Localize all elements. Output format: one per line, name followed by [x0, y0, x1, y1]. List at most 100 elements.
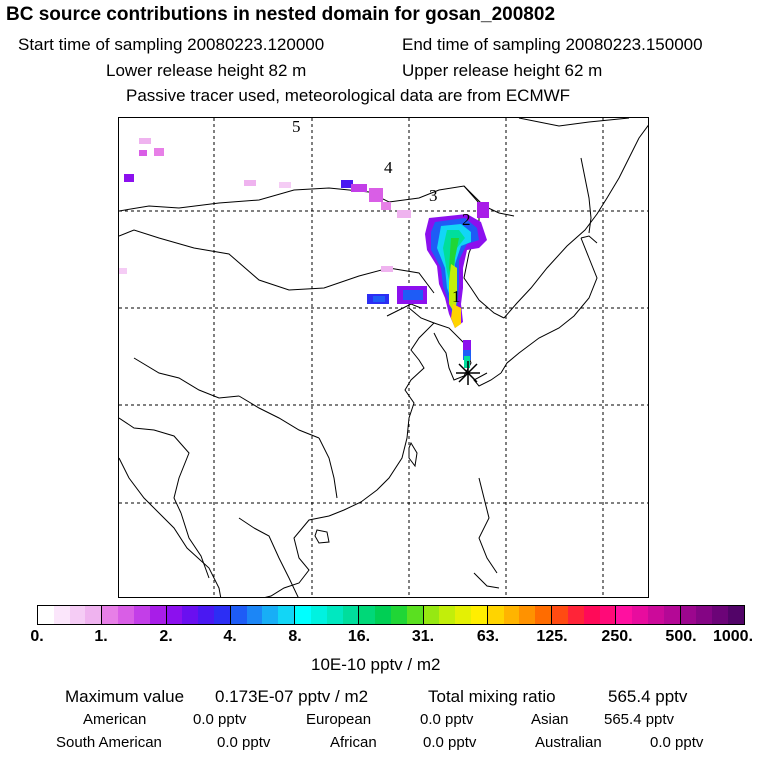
- lat-lon-grid: [119, 118, 648, 597]
- colorbar-swatch: [310, 606, 327, 624]
- region-value: 0.0 pptv: [423, 734, 477, 751]
- colorbar-swatch: [342, 606, 359, 624]
- colorbar-segment: [552, 606, 617, 624]
- trajectory-labels: 1 2 3 4 5: [292, 118, 471, 306]
- colorbar-swatch: [166, 606, 183, 624]
- colorbar-swatch: [680, 606, 697, 624]
- region-name: Asian: [531, 711, 569, 728]
- end-time: End time of sampling 20080223.150000: [402, 35, 703, 54]
- colorbar-tick-3: 4.: [223, 628, 237, 645]
- colorbar-segment: [102, 606, 167, 624]
- star-icon: [456, 361, 480, 385]
- colorbar-tick-2: 2.: [159, 628, 173, 645]
- region-value: 0.0 pptv: [650, 734, 704, 751]
- colorbar-tick-9: 250.: [601, 628, 633, 645]
- region-value: 565.4 pptv: [604, 711, 675, 728]
- colorbar-swatch: [133, 606, 150, 624]
- colorbar-swatch: [552, 606, 568, 624]
- colorbar-segment: [616, 606, 681, 624]
- colorbar-swatch: [455, 606, 472, 624]
- colorbar-tick-1: 1.: [94, 628, 108, 645]
- colorbar-segment: [38, 606, 103, 624]
- colorbar-segment: [359, 606, 424, 624]
- tracer-note: Passive tracer used, meteorological data…: [126, 86, 571, 105]
- colorbar-tick-10: 500.: [665, 628, 697, 645]
- colorbar-swatch: [696, 606, 713, 624]
- region-value: 0.0 pptv: [217, 734, 271, 751]
- colorbar-unit: 10E-10 pptv / m2: [311, 655, 441, 674]
- region-name: African: [330, 734, 377, 751]
- source-contribution-plume: [119, 138, 489, 368]
- colorbar-swatch: [599, 606, 616, 624]
- colorbar-swatch: [519, 606, 536, 624]
- colorbar-swatch: [632, 606, 649, 624]
- colorbar-swatch: [182, 606, 199, 624]
- colorbar-swatch: [326, 606, 343, 624]
- colorbar-segment: [295, 606, 360, 624]
- colorbar-tick-7: 63.: [476, 628, 500, 645]
- colorbar-segment: [680, 606, 744, 624]
- colorbar-swatch: [278, 606, 295, 624]
- colorbar-segment: [487, 606, 553, 624]
- colorbar-swatch: [390, 606, 407, 624]
- colorbar-swatch: [487, 606, 504, 624]
- colorbar-swatch: [262, 606, 279, 624]
- colorbar-swatch: [53, 606, 70, 624]
- region-name: Australian: [535, 734, 602, 751]
- region-name: European: [306, 711, 372, 728]
- trajectory-label-2: 2: [462, 210, 471, 229]
- colorbar: [37, 605, 745, 625]
- colorbar-swatch: [728, 606, 744, 624]
- map-canvas: 1 2 3 4 5: [119, 118, 648, 597]
- colorbar-swatch: [471, 606, 487, 624]
- colorbar-swatch: [535, 606, 552, 624]
- colorbar-swatch: [359, 606, 376, 624]
- colorbar-swatch: [648, 606, 664, 624]
- region-value: 0.0 pptv: [193, 711, 247, 728]
- lower-release-height: Lower release height 82 m: [106, 61, 307, 80]
- colorbar-swatch: [295, 606, 311, 624]
- trajectory-label-5: 5: [292, 118, 301, 136]
- upper-release-height: Upper release height 62 m: [402, 61, 603, 80]
- colorbar-swatch: [69, 606, 86, 624]
- map-title: BC source contributions in nested domain…: [6, 4, 556, 25]
- colorbar-swatch: [423, 606, 440, 624]
- colorbar-tick-4: 8.: [288, 628, 302, 645]
- trajectory-label-4: 4: [384, 158, 393, 177]
- colorbar-swatch: [583, 606, 600, 624]
- colorbar-swatch: [503, 606, 520, 624]
- colorbar-swatch: [213, 606, 230, 624]
- colorbar-tick-6: 31.: [411, 628, 435, 645]
- colorbar-swatch: [38, 606, 54, 624]
- total-mixing-label: Total mixing ratio: [428, 687, 556, 706]
- colorbar-tick-8: 125.: [536, 628, 568, 645]
- colorbar-swatch: [406, 606, 423, 624]
- region-name: American: [83, 711, 147, 728]
- colorbar-swatch: [102, 606, 119, 624]
- max-value-label: Maximum value: [65, 687, 185, 706]
- colorbar-tick-5: 16.: [347, 628, 371, 645]
- colorbar-swatch: [198, 606, 214, 624]
- trajectory-label-3: 3: [429, 186, 438, 205]
- colorbar-segment: [166, 606, 231, 624]
- colorbar-swatch: [118, 606, 134, 624]
- trajectory-label-1: 1: [452, 287, 461, 306]
- max-value: 0.173E-07 pptv / m2: [215, 687, 369, 706]
- colorbar-swatch: [439, 606, 456, 624]
- colorbar-swatch: [567, 606, 584, 624]
- colorbar-tick-0: 0.: [30, 628, 44, 645]
- total-mixing-value: 565.4 pptv: [608, 687, 688, 706]
- map-panel[interactable]: 1 2 3 4 5: [118, 117, 649, 598]
- colorbar-swatch: [375, 606, 391, 624]
- region-name: South American: [56, 734, 162, 751]
- coastlines: [119, 118, 648, 597]
- colorbar-segment: [230, 606, 296, 624]
- colorbar-swatch: [712, 606, 729, 624]
- colorbar-swatch: [149, 606, 166, 624]
- region-value: 0.0 pptv: [420, 711, 474, 728]
- start-time: Start time of sampling 20080223.120000: [18, 35, 325, 54]
- colorbar-tick-11: 1000.: [712, 628, 754, 645]
- colorbar-swatch: [230, 606, 247, 624]
- colorbar-swatch: [246, 606, 263, 624]
- colorbar-swatch: [85, 606, 102, 624]
